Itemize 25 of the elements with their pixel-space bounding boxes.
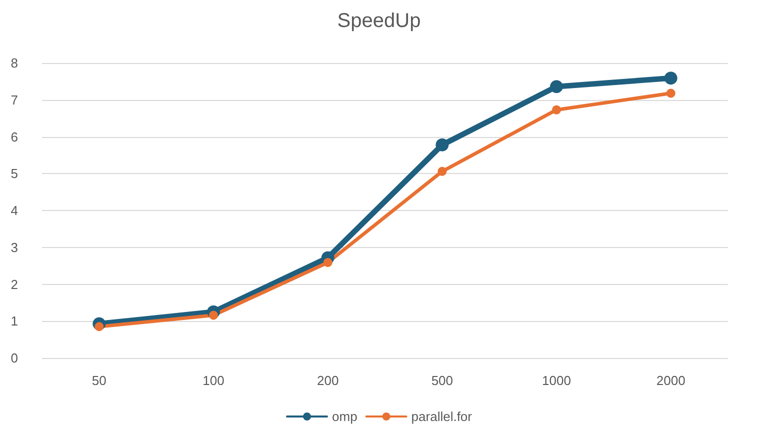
y-tick-label: 5 — [10, 166, 18, 182]
chart-title: SpeedUp — [337, 10, 421, 32]
y-tick-label: 4 — [10, 203, 18, 218]
x-tick-label: 50 — [92, 373, 106, 388]
x-tick-label: 100 — [202, 373, 224, 388]
y-tick-label: 6 — [10, 129, 18, 144]
point — [552, 105, 561, 114]
legend-label: omp — [332, 409, 358, 424]
legend-label: parallel.for — [411, 409, 473, 424]
x-tick-label: 2000 — [656, 373, 686, 388]
y-tick-label: 8 — [10, 56, 18, 70]
y-tick-label: 3 — [10, 240, 18, 255]
point — [438, 166, 447, 176]
y-tick-label: 7 — [10, 92, 18, 108]
point — [436, 138, 449, 152]
y-tick-label: 0 — [10, 350, 18, 366]
y-tick-label: 1 — [10, 314, 18, 329]
y-tick-label: 2 — [10, 276, 18, 292]
point — [664, 72, 678, 85]
point — [550, 80, 563, 94]
x-tick-label: 1000 — [542, 373, 571, 388]
x-tick-label: 200 — [316, 373, 339, 388]
point — [666, 88, 676, 98]
x-tick-label: 500 — [431, 373, 454, 388]
point — [323, 258, 332, 267]
